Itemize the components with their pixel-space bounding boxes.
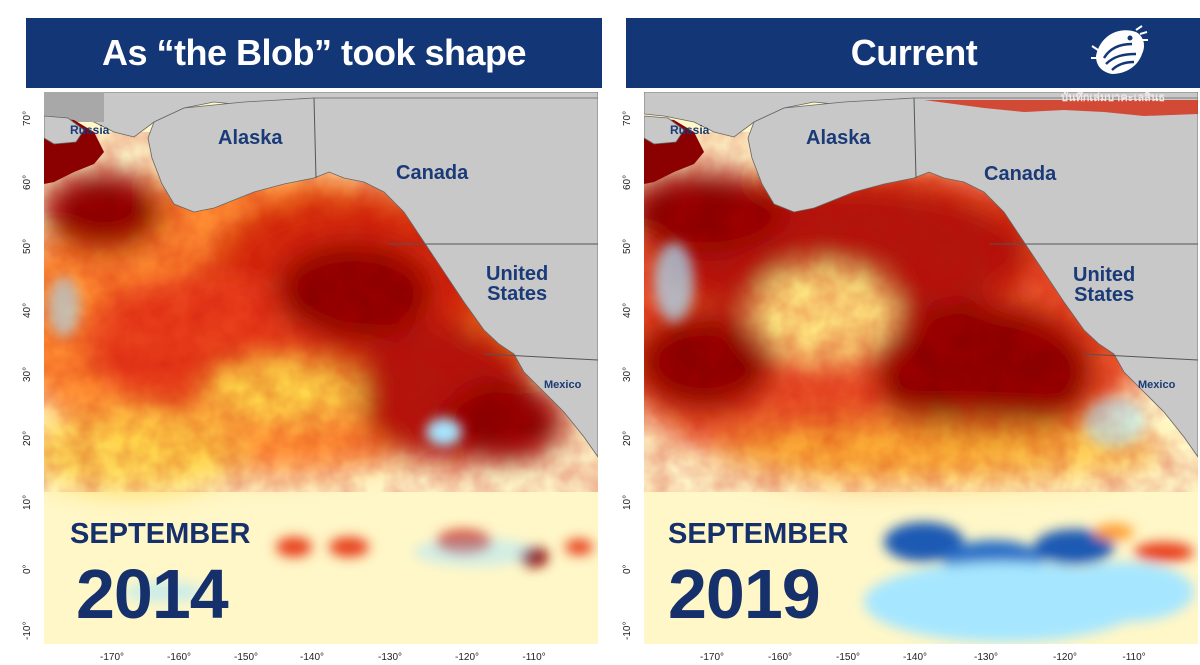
label-us-line2: States — [487, 283, 548, 305]
lat-tick: 20° — [622, 430, 633, 446]
lon-tick: -140° — [299, 652, 325, 663]
lat-tick: 0° — [22, 564, 33, 574]
lon-tick: -120° — [1052, 652, 1078, 663]
year-label: 2019 — [668, 555, 821, 633]
sst-anomaly-map — [44, 92, 598, 644]
lat-tick: 60° — [22, 174, 33, 190]
sst-anomaly-map — [644, 92, 1198, 644]
lat-tick: 40° — [622, 302, 633, 318]
label-alaska: Alaska — [806, 127, 871, 149]
lon-tick: -160° — [166, 652, 192, 663]
label-us-line1: United — [1073, 264, 1136, 286]
lat-tick: 10° — [22, 494, 33, 510]
lat-tick: 10° — [622, 494, 633, 510]
label-mexico: Mexico — [1138, 379, 1176, 391]
lon-tick: -130° — [377, 652, 403, 663]
lat-tick: 70° — [622, 110, 633, 126]
lat-tick: -10° — [22, 621, 33, 640]
month-label: SEPTEMBER — [668, 518, 849, 550]
label-canada: Canada — [396, 162, 469, 184]
lon-tick: -130° — [973, 652, 999, 663]
latitude-axis: 70° 60° 50° 40° 30° 20° 10° 0° -10° — [18, 92, 44, 644]
lat-tick: 50° — [622, 238, 633, 254]
lat-tick: 20° — [22, 430, 33, 446]
label-russia: Russia — [670, 123, 710, 137]
label-canada: Canada — [984, 163, 1057, 185]
lon-tick: -120° — [454, 652, 480, 663]
year-label: 2014 — [76, 555, 229, 633]
lat-tick: 30° — [622, 366, 633, 382]
latitude-axis: 70° 60° 50° 40° 30° 20° 10° 0° -10° — [618, 92, 644, 644]
label-united-states: United States — [486, 264, 548, 304]
lon-tick: -170° — [99, 652, 125, 663]
lat-tick: 70° — [22, 110, 33, 126]
label-alaska: Alaska — [218, 127, 283, 149]
lon-tick: -170° — [699, 652, 725, 663]
lat-tick: 0° — [622, 564, 633, 574]
lat-tick: 60° — [622, 174, 633, 190]
label-us-line1: United — [486, 263, 549, 285]
lon-tick: -150° — [835, 652, 861, 663]
label-mexico: Mexico — [544, 379, 582, 391]
lat-tick: 40° — [22, 302, 33, 318]
lat-tick: -10° — [622, 621, 633, 640]
publisher-logo-icon — [1091, 25, 1148, 74]
panel-2014: As “the Blob” took shape 70° 60° 50° 40°… — [18, 0, 602, 665]
lat-tick: 30° — [22, 366, 33, 382]
label-us-line2: States — [1074, 284, 1135, 306]
longitude-axis: -170° -160° -150° -140° -130° -120° -110… — [644, 646, 1198, 665]
lon-tick: -140° — [902, 652, 928, 663]
lat-tick: 50° — [22, 238, 33, 254]
lon-tick: -110° — [522, 652, 546, 663]
label-united-states: United States — [1073, 265, 1135, 305]
label-russia: Russia — [70, 123, 110, 137]
longitude-axis: -170° -160° -150° -140° -130° -120° -110… — [44, 646, 598, 665]
panel-2019: Current 70° 60° 50° 40° 30° 20° 10° 0° -… — [618, 0, 1200, 665]
lon-tick: -150° — [233, 652, 259, 663]
watermark-text: บันทึกเล่มบาคะเลสินธ — [1061, 92, 1166, 104]
panel-title: As “the Blob” took shape — [26, 18, 602, 88]
lon-tick: -160° — [767, 652, 793, 663]
lon-tick: -110° — [1122, 652, 1146, 663]
month-label: SEPTEMBER — [70, 518, 251, 550]
